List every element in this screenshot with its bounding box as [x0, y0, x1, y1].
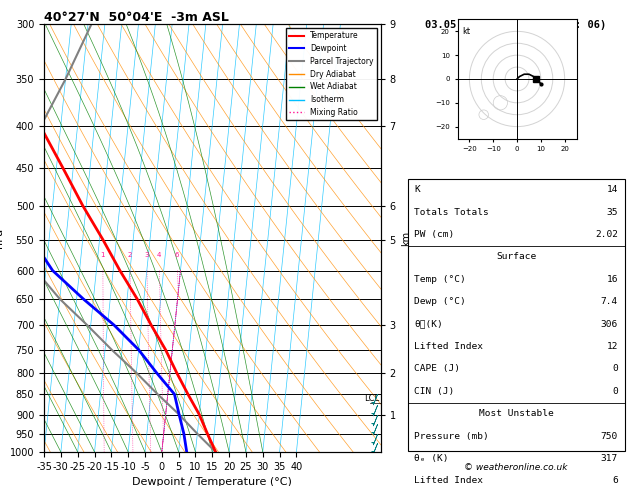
Text: 0: 0 [613, 387, 618, 396]
Text: CAPE (J): CAPE (J) [414, 364, 460, 373]
Text: 6: 6 [613, 476, 618, 486]
X-axis label: Dewpoint / Temperature (°C): Dewpoint / Temperature (°C) [132, 477, 292, 486]
Text: Temp (°C): Temp (°C) [414, 275, 466, 284]
Text: 35: 35 [606, 208, 618, 217]
Text: LCL: LCL [364, 394, 379, 402]
Legend: Temperature, Dewpoint, Parcel Trajectory, Dry Adiabat, Wet Adiabat, Isotherm, Mi: Temperature, Dewpoint, Parcel Trajectory… [286, 28, 377, 120]
Text: 1: 1 [101, 253, 105, 259]
Text: 2: 2 [128, 253, 132, 259]
Text: Most Unstable: Most Unstable [479, 409, 554, 418]
Text: CIN (J): CIN (J) [414, 387, 454, 396]
Text: 16: 16 [606, 275, 618, 284]
Text: Totals Totals: Totals Totals [414, 208, 489, 217]
Text: kt: kt [462, 27, 470, 35]
Text: 306: 306 [601, 320, 618, 329]
Bar [408, 179, 625, 451]
Text: Surface: Surface [496, 253, 536, 261]
Text: 14: 14 [606, 185, 618, 194]
Text: Pressure (mb): Pressure (mb) [414, 432, 489, 441]
Text: θₑ (K): θₑ (K) [414, 454, 448, 463]
Text: 6: 6 [175, 253, 179, 259]
Text: 0: 0 [613, 364, 618, 373]
Text: 03.05.2024  00GMT  (Base: 06): 03.05.2024 00GMT (Base: 06) [425, 20, 607, 30]
Text: © weatheronline.co.uk: © weatheronline.co.uk [464, 463, 568, 471]
Text: 317: 317 [601, 454, 618, 463]
Text: Lifted Index: Lifted Index [414, 476, 483, 486]
Text: K: K [414, 185, 420, 194]
Text: Dewp (°C): Dewp (°C) [414, 297, 466, 306]
Text: 2.02: 2.02 [595, 230, 618, 239]
Text: 4: 4 [157, 253, 162, 259]
Text: θᴇ(K): θᴇ(K) [414, 320, 443, 329]
Y-axis label: km
ASL: km ASL [401, 229, 423, 247]
Text: Lifted Index: Lifted Index [414, 342, 483, 351]
Text: 12: 12 [606, 342, 618, 351]
Text: 7.4: 7.4 [601, 297, 618, 306]
Y-axis label: hPa: hPa [0, 228, 4, 248]
Text: 40°27'N  50°04'E  -3m ASL: 40°27'N 50°04'E -3m ASL [44, 11, 229, 24]
Text: 3: 3 [145, 253, 149, 259]
Text: PW (cm): PW (cm) [414, 230, 454, 239]
Text: 750: 750 [601, 432, 618, 441]
